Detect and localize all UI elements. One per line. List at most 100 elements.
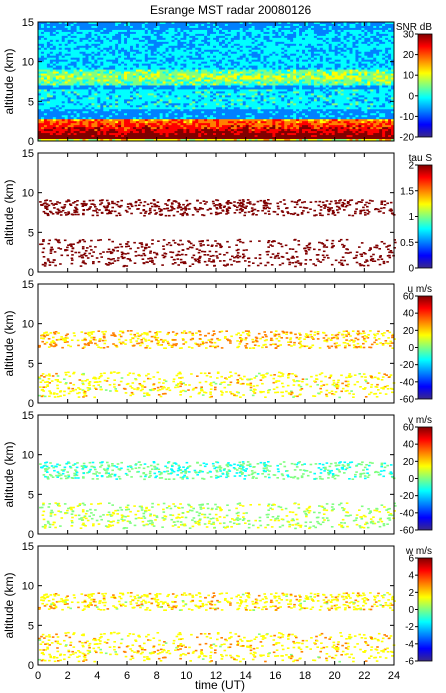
heatmap-cell xyxy=(70,61,74,65)
heatmap-cell xyxy=(171,55,175,59)
heatmap-cell xyxy=(129,65,134,69)
heatmap-cell xyxy=(165,79,169,82)
heatmap-cell xyxy=(109,79,113,82)
heatmap-cell xyxy=(174,79,178,82)
heatmap-cell xyxy=(85,31,89,35)
heatmap-cell xyxy=(162,75,166,78)
heatmap-cell xyxy=(379,27,383,31)
heatmap-cell xyxy=(106,97,110,100)
heatmap-cell xyxy=(233,35,238,39)
heatmap-cell xyxy=(355,99,359,102)
heatmap-cell xyxy=(367,85,371,88)
heatmap-cell xyxy=(340,29,344,33)
heatmap-cell xyxy=(82,29,86,33)
heatmap-cell xyxy=(94,97,98,100)
heatmap-cell xyxy=(367,63,371,67)
heatmap-cell xyxy=(248,97,252,100)
heatmap-cell xyxy=(201,79,205,82)
heatmap-cell xyxy=(382,83,386,86)
heatmap-cell xyxy=(385,59,389,63)
heatmap-cell xyxy=(156,27,161,31)
heatmap-cell xyxy=(135,51,140,55)
heatmap-cell xyxy=(198,35,202,39)
heatmap-cell xyxy=(388,87,392,90)
heatmap-cell xyxy=(343,33,347,37)
heatmap-cell xyxy=(61,29,66,33)
heatmap-cell xyxy=(76,55,80,59)
heatmap-cell xyxy=(192,71,196,74)
heatmap-cell xyxy=(109,49,113,53)
heatmap-cell xyxy=(180,22,184,25)
heatmap-cell xyxy=(251,35,255,39)
heatmap-cell xyxy=(141,87,146,90)
heatmap-cell xyxy=(144,22,149,25)
heatmap-cell xyxy=(322,89,327,92)
heatmap-cell xyxy=(127,25,131,29)
heatmap-cell xyxy=(370,79,374,82)
heatmap-cell xyxy=(224,95,229,98)
heatmap-cell xyxy=(49,67,54,70)
heatmap-cell xyxy=(248,103,252,106)
heatmap-cell xyxy=(245,75,250,78)
heatmap-cell xyxy=(328,75,333,78)
heatmap-cell xyxy=(82,31,86,35)
heatmap-cell xyxy=(388,22,392,25)
heatmap-cell xyxy=(355,89,359,92)
heatmap-cell xyxy=(159,39,163,43)
heatmap-cell xyxy=(322,57,327,61)
heatmap-cell xyxy=(230,97,235,100)
heatmap-cell xyxy=(174,103,178,106)
heatmap-cell xyxy=(281,37,285,41)
heatmap-cell xyxy=(40,69,45,72)
heatmap-cell xyxy=(94,43,98,47)
heatmap-cell xyxy=(118,47,122,51)
heatmap-cell xyxy=(349,37,353,41)
heatmap-cell xyxy=(340,75,344,78)
heatmap-cell xyxy=(207,25,211,29)
heatmap-cell xyxy=(245,79,250,82)
heatmap-cell xyxy=(251,29,255,33)
heatmap-cell xyxy=(213,22,217,25)
heatmap-cell xyxy=(141,51,146,55)
heatmap-cell xyxy=(141,99,146,102)
heatmap-cell xyxy=(79,47,83,51)
heatmap-cell xyxy=(239,31,244,35)
heatmap-cell xyxy=(325,69,330,72)
heatmap-cell xyxy=(91,45,95,49)
heatmap-cell xyxy=(156,59,161,63)
heatmap-cell xyxy=(275,33,279,37)
heatmap-cell xyxy=(38,65,42,69)
heatmap-cell xyxy=(266,67,270,70)
heatmap-cell xyxy=(204,75,208,78)
heatmap-cell xyxy=(195,55,199,59)
heatmap-cell xyxy=(121,99,125,102)
heatmap-cell xyxy=(177,53,181,57)
heatmap-cell xyxy=(355,95,359,98)
heatmap-cell xyxy=(227,67,232,70)
heatmap-cell xyxy=(129,63,134,67)
heatmap-cell xyxy=(313,65,318,69)
heatmap-cell xyxy=(367,91,371,94)
heatmap-cell xyxy=(61,97,66,100)
heatmap-cell xyxy=(186,43,190,47)
heatmap-cell xyxy=(260,83,264,86)
heatmap-cell xyxy=(221,53,226,57)
heatmap-cell xyxy=(379,41,383,45)
heatmap-cell xyxy=(118,83,122,86)
heatmap-cell xyxy=(376,95,380,98)
heatmap-cell xyxy=(266,69,270,72)
heatmap-cell xyxy=(135,77,140,80)
heatmap-cell xyxy=(218,67,223,70)
heatmap-cell xyxy=(251,51,255,55)
heatmap-cell xyxy=(213,67,217,70)
heatmap-cell xyxy=(70,22,74,25)
heatmap-cell xyxy=(352,73,356,76)
heatmap-cell xyxy=(361,25,365,29)
heatmap-cell xyxy=(49,37,54,41)
heatmap-cell xyxy=(230,79,235,82)
heatmap-cell xyxy=(207,81,211,84)
heatmap-cell xyxy=(189,83,193,86)
heatmap-cell xyxy=(266,77,270,80)
heatmap-cell xyxy=(361,23,365,27)
heatmap-cell xyxy=(135,71,140,74)
